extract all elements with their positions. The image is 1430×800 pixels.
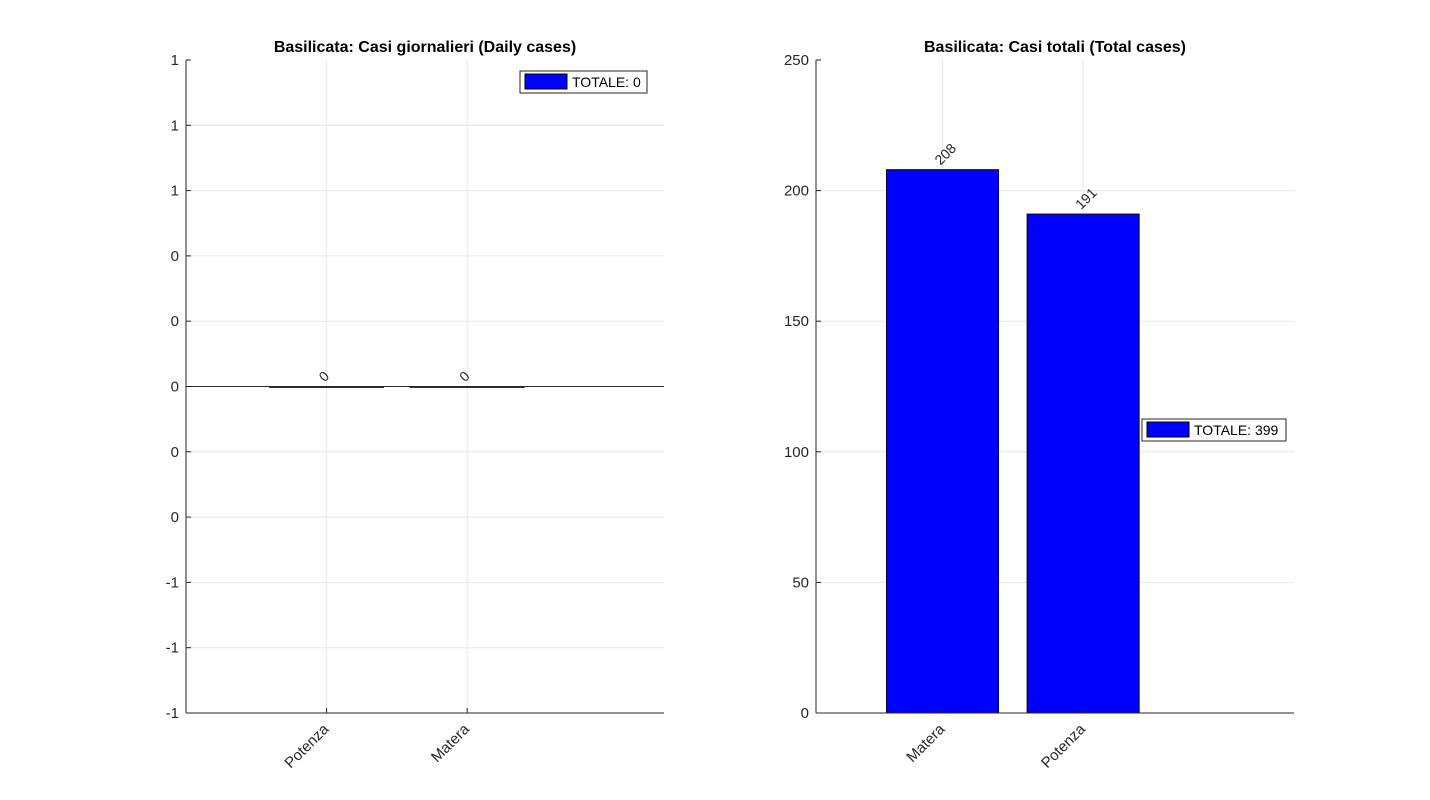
y-tick-label: 1: [171, 183, 179, 200]
y-tick-label: 0: [801, 705, 809, 722]
x-tick-marks: [326, 708, 468, 713]
y-tick-label: 0: [171, 248, 179, 265]
y-tick-labels: 250 200 150 100 50 0: [784, 52, 809, 722]
y-tick-marks: [186, 59, 191, 714]
y-tick-label: 1: [171, 52, 179, 69]
y-tick-label: -1: [166, 640, 179, 657]
y-tick-marks: [816, 59, 821, 714]
y-tick-label: 100: [784, 444, 809, 461]
bar-matera[interactable]: [886, 169, 1000, 714]
legend-label: TOTALE: 399: [1194, 422, 1279, 438]
x-tick-label-potenza: Potenza: [1038, 720, 1089, 771]
y-tick-label: 0: [171, 509, 179, 526]
y-tick-label: 200: [784, 183, 809, 200]
bar-potenza[interactable]: [1026, 213, 1140, 714]
bars: [186, 386, 664, 388]
y-tick-label: 0: [171, 313, 179, 330]
x-tick-label-matera: Matera: [903, 720, 948, 765]
y-tick-labels: 1 1 1 0 0 0 0 0 -1 -1 -1: [166, 52, 179, 722]
x-tick-labels: Potenza Matera: [281, 720, 473, 771]
y-tick-label: 250: [784, 52, 809, 69]
legend[interactable]: TOTALE: 0: [519, 70, 648, 94]
y-tick-label: 150: [784, 313, 809, 330]
legend-swatch: [1146, 421, 1190, 438]
daily-cases-chart: 1 1 1 0 0 0 0 0 -1 -1 -1 Potenza Matera 0 0 Basilica…: [166, 39, 664, 772]
x-tick-marks: [942, 708, 1084, 713]
y-tick-label: 1: [171, 117, 179, 134]
y-tick-label: 0: [171, 379, 179, 396]
legend-label: TOTALE: 0: [572, 74, 641, 90]
x-tick-label-matera: Matera: [428, 720, 473, 765]
x-tick-labels: Matera Potenza: [903, 720, 1089, 771]
chart-title: Basilicata: Casi giornalieri (Daily case…: [274, 39, 576, 56]
y-tick-label: -1: [166, 574, 179, 591]
y-tick-label: 0: [171, 444, 179, 461]
y-tick-label: 50: [792, 574, 809, 591]
legend[interactable]: TOTALE: 399: [1141, 418, 1287, 442]
legend-swatch: [524, 73, 568, 90]
bars: [886, 169, 1140, 714]
x-tick-label-potenza: Potenza: [281, 720, 332, 771]
chart-title: Basilicata: Casi totali (Total cases): [924, 39, 1186, 56]
y-tick-label: -1: [166, 705, 179, 722]
